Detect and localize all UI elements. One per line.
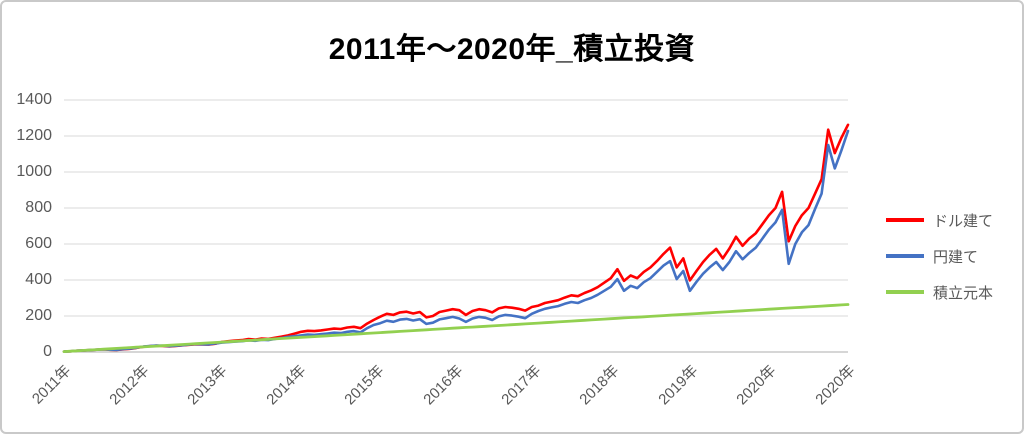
y-axis-label: 1400 bbox=[16, 91, 52, 108]
y-axis-label: 800 bbox=[25, 199, 52, 216]
legend-item: 積立元本 bbox=[886, 274, 993, 310]
legend: ドル建て円建て積立元本 bbox=[886, 202, 993, 310]
series-lines bbox=[62, 123, 850, 354]
series-line-1 bbox=[62, 129, 850, 353]
y-axis-label: 400 bbox=[25, 271, 52, 288]
y-axis-label: 0 bbox=[43, 343, 52, 360]
legend-item: ドル建て bbox=[886, 202, 993, 238]
chart-title: 2011年～2020年_積立投資 bbox=[328, 33, 696, 66]
legend-line-swatch bbox=[886, 290, 924, 294]
legend-label: 積立元本 bbox=[933, 284, 994, 302]
legend-line-swatch bbox=[886, 254, 924, 258]
series-line-2 bbox=[62, 303, 850, 354]
legend-label: 円建て bbox=[933, 248, 979, 266]
legend-item: 円建て bbox=[886, 238, 993, 274]
gridlines bbox=[64, 99, 848, 353]
y-axis-label: 200 bbox=[25, 307, 52, 324]
legend-label: ドル建て bbox=[933, 212, 994, 230]
y-axis-label: 1200 bbox=[16, 127, 52, 144]
legend-line-swatch bbox=[886, 218, 924, 222]
y-axis-label: 600 bbox=[25, 235, 52, 252]
y-axis-label: 1000 bbox=[16, 163, 52, 180]
